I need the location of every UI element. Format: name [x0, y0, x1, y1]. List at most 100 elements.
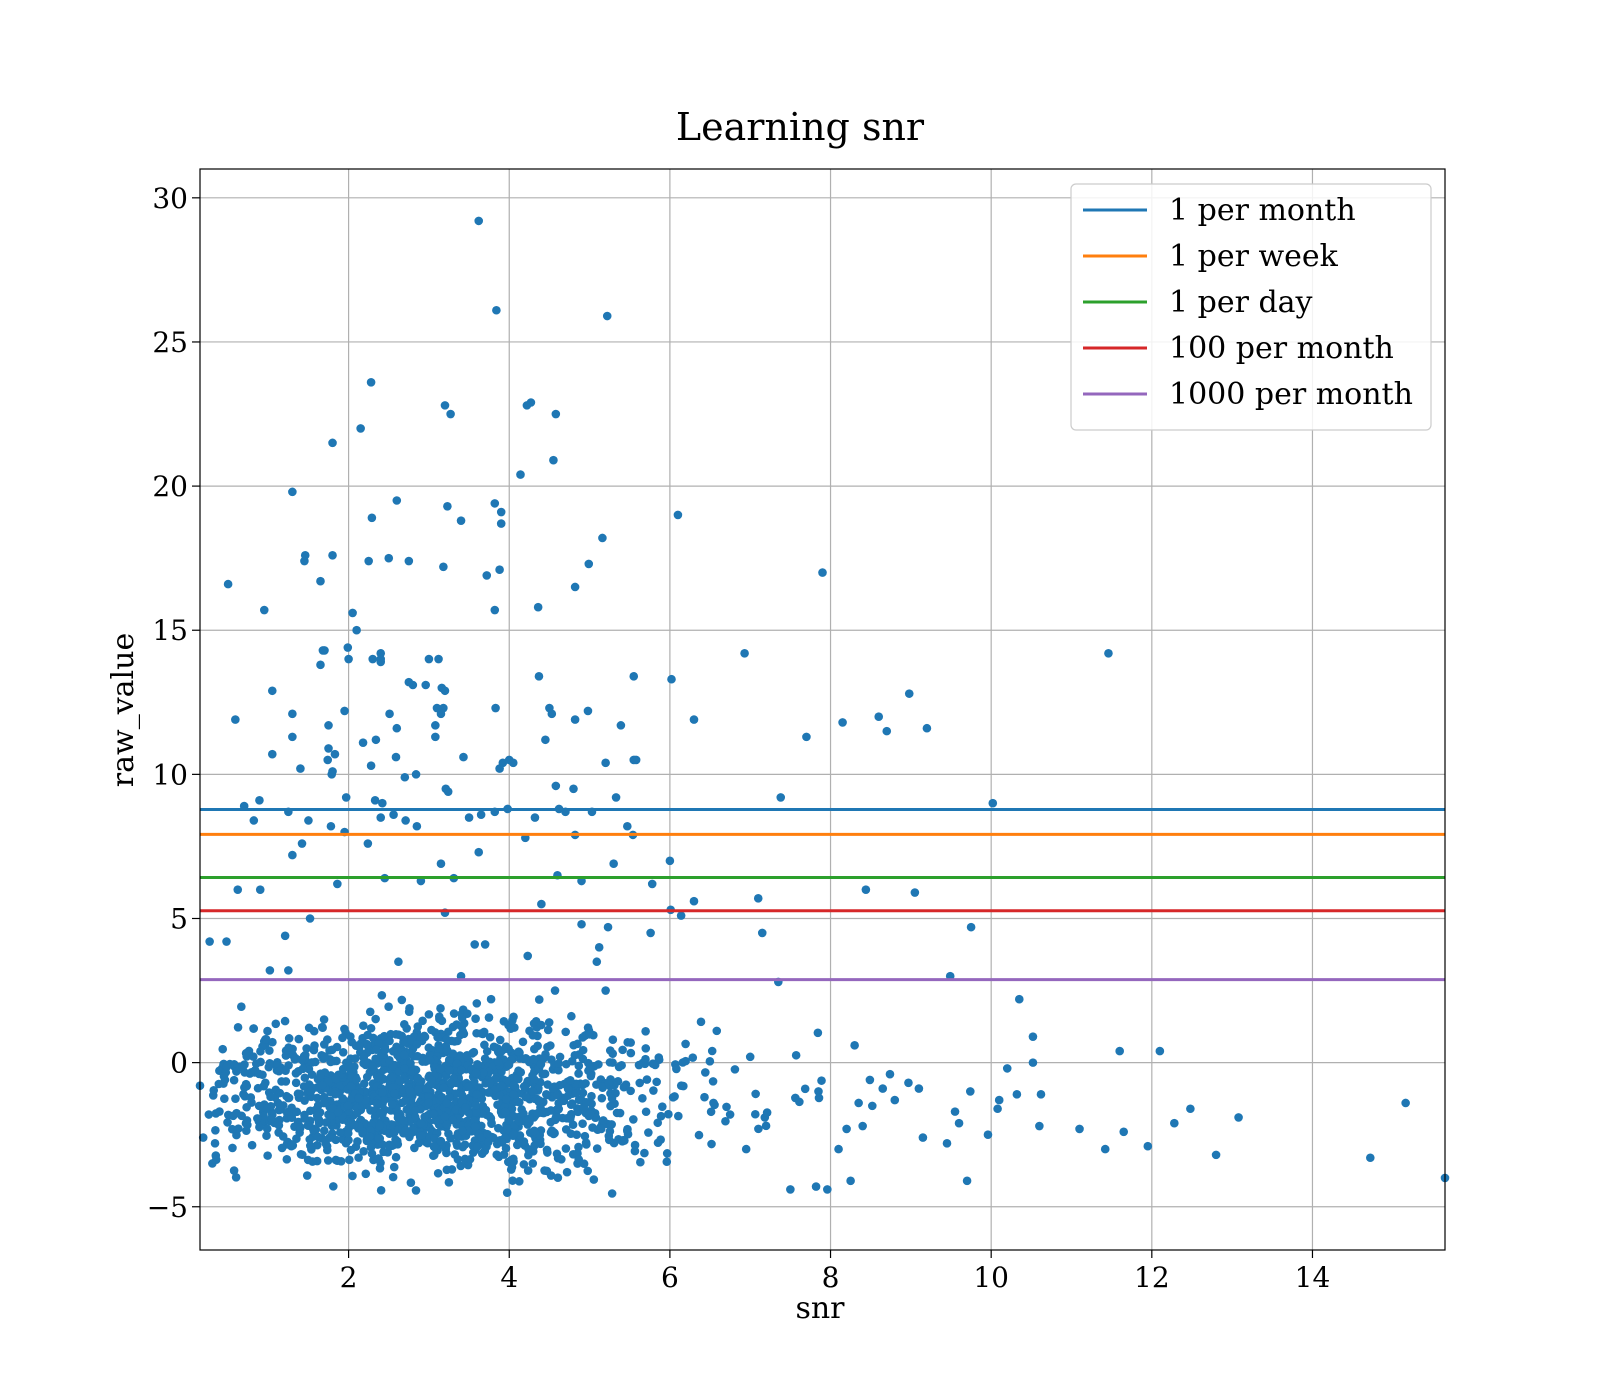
data-point — [535, 1096, 544, 1105]
data-point — [297, 1055, 306, 1064]
data-point — [487, 1118, 496, 1128]
data-point — [344, 1062, 353, 1072]
data-point — [484, 1013, 494, 1022]
data-point — [446, 1078, 456, 1088]
data-point — [366, 378, 376, 387]
data-point — [414, 1084, 423, 1094]
data-point — [530, 813, 540, 822]
data-point — [324, 721, 333, 730]
data-point — [471, 1101, 480, 1110]
data-point — [253, 1083, 263, 1093]
data-point — [904, 1078, 913, 1088]
data-point — [371, 1045, 381, 1054]
data-point — [220, 1094, 229, 1103]
data-point — [410, 1112, 420, 1122]
data-point — [607, 1094, 617, 1103]
data-point — [707, 1139, 716, 1149]
data-point — [694, 1130, 704, 1140]
data-point — [547, 1126, 557, 1135]
data-point — [281, 1066, 290, 1075]
data-point — [519, 1054, 529, 1064]
data-point — [533, 602, 543, 612]
data-point — [493, 1057, 503, 1067]
data-point — [385, 1036, 394, 1046]
data-point — [515, 1131, 525, 1140]
data-point — [598, 1116, 608, 1125]
data-point — [348, 608, 357, 618]
data-point — [354, 1153, 363, 1162]
data-point — [346, 1032, 355, 1041]
data-point — [528, 1159, 538, 1168]
data-point — [754, 1124, 763, 1134]
data-point — [400, 1064, 410, 1073]
data-point — [284, 1093, 294, 1103]
data-point — [328, 1182, 338, 1191]
data-point — [318, 646, 328, 655]
data-point — [1401, 1098, 1410, 1108]
data-point — [509, 1157, 518, 1166]
data-point — [504, 1116, 513, 1125]
data-point — [878, 1084, 888, 1093]
data-point — [302, 1044, 311, 1053]
data-point — [592, 957, 602, 967]
data-point — [519, 1082, 529, 1091]
data-point — [442, 1165, 452, 1175]
data-point — [689, 715, 699, 724]
data-point — [323, 755, 333, 765]
data-point — [604, 1135, 614, 1145]
data-point — [432, 703, 442, 713]
y-tick-label: 20 — [152, 470, 188, 503]
data-point — [359, 1147, 368, 1156]
data-point — [249, 1024, 259, 1033]
data-point — [384, 553, 394, 563]
data-point — [404, 556, 414, 566]
data-point — [420, 1112, 429, 1122]
data-point — [351, 1054, 360, 1063]
data-point — [588, 1123, 597, 1132]
data-point — [429, 1109, 438, 1119]
data-point — [457, 1091, 467, 1100]
data-point — [411, 770, 421, 779]
data-point — [376, 657, 386, 667]
data-point — [287, 1140, 297, 1149]
data-point — [495, 1091, 505, 1100]
data-point — [410, 1143, 419, 1153]
data-point — [319, 1015, 329, 1024]
data-point — [343, 1101, 353, 1110]
data-point — [330, 1089, 340, 1099]
data-point — [316, 1071, 325, 1080]
data-point — [326, 821, 336, 831]
data-point — [543, 1025, 553, 1035]
data-point — [204, 1110, 214, 1119]
data-point — [538, 1069, 547, 1079]
data-point — [653, 1118, 663, 1128]
data-point — [305, 1135, 315, 1144]
data-point — [528, 1071, 537, 1080]
data-point — [459, 752, 468, 762]
data-point — [310, 1041, 319, 1050]
data-point — [641, 1107, 651, 1117]
data-point — [294, 1066, 303, 1076]
data-point — [423, 1138, 432, 1148]
data-point — [474, 847, 484, 857]
x-tick-label: 6 — [661, 1261, 679, 1294]
data-point — [474, 216, 484, 226]
data-point — [446, 409, 455, 419]
data-point — [451, 1105, 461, 1114]
data-point — [363, 1030, 372, 1040]
data-point — [578, 1088, 588, 1098]
data-point — [443, 501, 452, 511]
data-point — [1028, 1032, 1038, 1041]
data-point — [583, 1166, 593, 1176]
data-point — [306, 1141, 315, 1151]
data-point — [1186, 1104, 1195, 1114]
data-point — [280, 1016, 290, 1026]
data-point — [689, 896, 699, 906]
data-point — [569, 784, 578, 794]
data-point — [477, 1029, 486, 1038]
data-point — [629, 672, 639, 681]
data-point — [730, 1065, 740, 1074]
data-point — [288, 487, 297, 497]
data-point — [343, 1128, 353, 1138]
data-point — [444, 1066, 454, 1075]
